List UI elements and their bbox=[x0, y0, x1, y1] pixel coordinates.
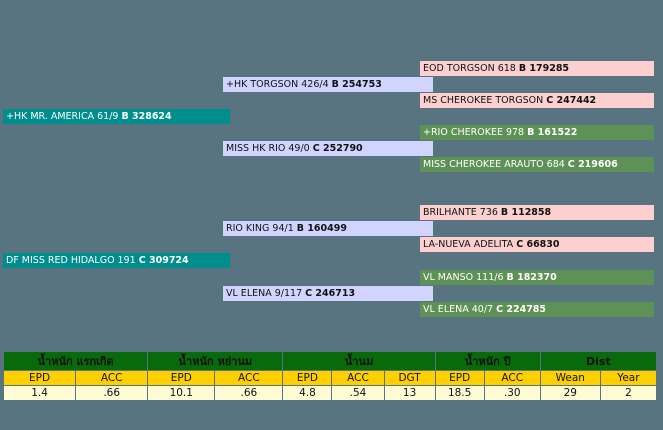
value-cell: 29 bbox=[540, 386, 600, 400]
node-name: DF MISS RED HIDALGO 191 bbox=[6, 255, 136, 266]
node-name: EOD TORGSON 618 bbox=[423, 63, 516, 74]
pedigree-node-sire-sire: +HK TORGSON 426/4 B 254753 bbox=[223, 77, 433, 92]
node-name: LA-NUEVA ADELITA bbox=[423, 239, 514, 250]
pedigree-node-sds: +RIO CHEROKEE 978 B 161522 bbox=[420, 125, 654, 140]
subheader-cell: EPD bbox=[4, 371, 76, 385]
group-header-dist: Dist bbox=[540, 352, 656, 370]
group-header-milk: น้ำนม bbox=[283, 352, 435, 370]
pedigree-node-sss: EOD TORGSON 618 B 179285 bbox=[420, 61, 654, 76]
node-reg: B 112858 bbox=[500, 207, 552, 218]
node-reg: B 328624 bbox=[121, 111, 172, 122]
node-name: VL ELENA 40/7 bbox=[423, 304, 494, 315]
value-cell: .66 bbox=[215, 386, 283, 400]
pedigree-node-sire: +HK MR. AMERICA 61/9 B 328624 bbox=[3, 109, 230, 124]
node-reg: B 179285 bbox=[518, 63, 570, 74]
node-reg: B 160499 bbox=[296, 223, 347, 234]
subheader-cell: EPD bbox=[435, 371, 484, 385]
value-cell: 4.8 bbox=[283, 386, 332, 400]
subheader-cell: EPD bbox=[283, 371, 332, 385]
value-cell: 18.5 bbox=[435, 386, 484, 400]
pedigree-node-dam: DF MISS RED HIDALGO 191 C 309724 bbox=[3, 253, 230, 268]
subheader-cell: EPD bbox=[148, 371, 215, 385]
node-reg: C 252790 bbox=[312, 143, 363, 154]
subheader-cell: Year bbox=[600, 371, 656, 385]
node-name: VL MANSO 111/6 bbox=[423, 272, 504, 283]
subheader-cell: ACC bbox=[332, 371, 384, 385]
value-cell: 1.4 bbox=[4, 386, 76, 400]
group-header-birth-weight: น้ำหนัก แรกเกิด bbox=[4, 352, 148, 370]
value-cell: 2 bbox=[600, 386, 656, 400]
group-header-yearling-weight: น้ำหนัก ปี bbox=[435, 352, 540, 370]
node-name: +HK TORGSON 426/4 bbox=[226, 79, 329, 90]
pedigree-node-dsd: LA-NUEVA ADELITA C 66830 bbox=[420, 237, 654, 252]
subheader-cell: ACC bbox=[215, 371, 283, 385]
node-name: +RIO CHEROKEE 978 bbox=[423, 127, 525, 138]
pedigree-node-ssd: MS CHEROKEE TORGSON C 247442 bbox=[420, 93, 654, 108]
node-reg: C 224785 bbox=[496, 304, 547, 315]
pedigree-node-dam-dam: VL ELENA 9/117 C 246713 bbox=[223, 286, 433, 301]
subheader-cell: ACC bbox=[76, 371, 148, 385]
node-reg: C 219606 bbox=[567, 159, 618, 170]
subheader-cell: Wean bbox=[540, 371, 600, 385]
node-reg: B 161522 bbox=[527, 127, 578, 138]
node-reg: C 247442 bbox=[546, 95, 597, 106]
node-name: MS CHEROKEE TORGSON bbox=[423, 95, 544, 106]
value-cell: .30 bbox=[484, 386, 540, 400]
value-cell: .54 bbox=[332, 386, 384, 400]
group-header-weaning-weight: น้ำหนัก หย่านม bbox=[148, 352, 283, 370]
node-name: MISS HK RIO 49/0 bbox=[226, 143, 310, 154]
subheader-cell: ACC bbox=[484, 371, 540, 385]
epd-table: น้ำหนัก แรกเกิด น้ำหนัก หย่านม น้ำนม น้ำ… bbox=[3, 351, 657, 401]
pedigree-node-sire-dam: MISS HK RIO 49/0 C 252790 bbox=[223, 141, 433, 156]
pedigree-node-dss: BRILHANTE 736 B 112858 bbox=[420, 205, 654, 220]
node-name: +HK MR. AMERICA 61/9 bbox=[6, 111, 119, 122]
value-cell: 10.1 bbox=[148, 386, 215, 400]
pedigree-node-sdd: MISS CHEROKEE ARAUTO 684 C 219606 bbox=[420, 157, 654, 172]
node-name: MISS CHEROKEE ARAUTO 684 bbox=[423, 159, 565, 170]
subheader-cell: DGT bbox=[384, 371, 435, 385]
node-reg: B 254753 bbox=[331, 79, 382, 90]
pedigree-node-dds: VL MANSO 111/6 B 182370 bbox=[420, 270, 654, 285]
value-cell: .66 bbox=[76, 386, 148, 400]
epd-subheader-row: EPD ACC EPD ACC EPD ACC DGT EPD ACC Wean… bbox=[4, 371, 656, 385]
node-reg: C 246713 bbox=[305, 288, 356, 299]
node-name: RIO KING 94/1 bbox=[226, 223, 294, 234]
value-cell: 13 bbox=[384, 386, 435, 400]
node-name: BRILHANTE 736 bbox=[423, 207, 498, 218]
pedigree-node-ddd: VL ELENA 40/7 C 224785 bbox=[420, 302, 654, 317]
node-reg: B 182370 bbox=[506, 272, 557, 283]
node-reg: C 66830 bbox=[516, 239, 560, 250]
epd-value-row: 1.4 .66 10.1 .66 4.8 .54 13 18.5 .30 29 … bbox=[4, 386, 656, 400]
node-name: VL ELENA 9/117 bbox=[226, 288, 303, 299]
pedigree-node-dam-sire: RIO KING 94/1 B 160499 bbox=[223, 221, 433, 236]
node-reg: C 309724 bbox=[138, 255, 189, 266]
epd-group-header-row: น้ำหนัก แรกเกิด น้ำหนัก หย่านม น้ำนม น้ำ… bbox=[4, 352, 656, 370]
